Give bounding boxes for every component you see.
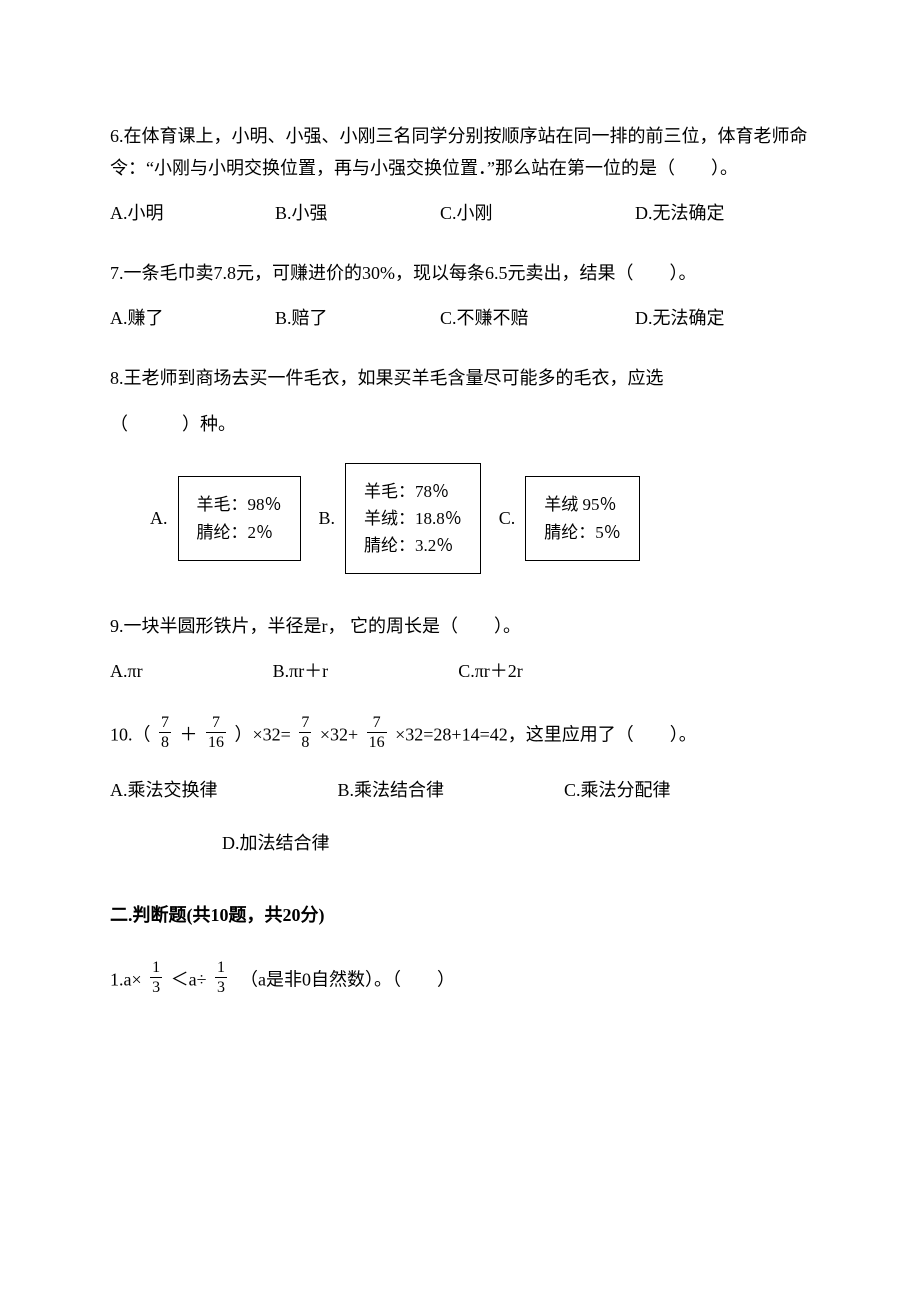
q10-frac1-den: 8 — [159, 733, 171, 752]
q10-frac4-den: 16 — [367, 733, 387, 752]
q8-c-label: C. — [499, 502, 516, 534]
q8-b-line3: 腈纶：3.2％ — [364, 532, 462, 559]
s2q1-frac2-num: 1 — [215, 958, 227, 978]
question-6: 6.在体育课上，小明、小强、小刚三名同学分别按顺序站在同一排的前三位，体育老师命… — [110, 120, 810, 229]
question-9-options: A.πr B.πr＋r C.πr＋2r — [110, 655, 810, 687]
q6-option-b: B.小强 — [275, 197, 440, 229]
q8-b-label: B. — [319, 502, 336, 534]
q10-frac3-num: 7 — [299, 713, 311, 733]
q8-c-box: 羊绒 95％ 腈纶：5％ — [525, 476, 640, 560]
s2q1-frac1: 1 3 — [150, 958, 162, 997]
q8-option-c: C. 羊绒 95％ 腈纶：5％ — [499, 476, 641, 560]
q10-mid1: ）×32= — [235, 725, 296, 745]
q10-frac2-den: 16 — [206, 733, 226, 752]
q8-option-a: A. 羊毛：98％ 腈纶：2％ — [150, 476, 301, 560]
q8-b-line2: 羊绒：18.8％ — [364, 505, 462, 532]
q8-a-label: A. — [150, 502, 168, 534]
q10-mid2: ×32+ — [320, 725, 363, 745]
q10-frac1-num: 7 — [159, 713, 171, 733]
section-2-title: 二.判断题(共10题，共20分) — [110, 899, 810, 931]
s2q1-frac2: 1 3 — [215, 958, 227, 997]
q10-frac4: 7 16 — [367, 713, 387, 752]
question-6-text: 6.在体育课上，小明、小强、小刚三名同学分别按顺序站在同一排的前三位，体育老师命… — [110, 120, 810, 185]
s2q1-frac1-num: 1 — [150, 958, 162, 978]
q9-option-c: C.πr＋2r — [458, 655, 523, 687]
section2-q1-text: 1.a× 1 3 ＜a÷ 1 3 （a是非0自然数）。（ ） — [110, 960, 810, 999]
q9-option-b: B.πr＋r — [273, 655, 329, 687]
q6-option-d: D.无法确定 — [635, 197, 800, 229]
q8-b-box: 羊毛：78％ 羊绒：18.8％ 腈纶：3.2％ — [345, 463, 481, 575]
section2-question-1: 1.a× 1 3 ＜a÷ 1 3 （a是非0自然数）。（ ） — [110, 960, 810, 999]
q9-option-a: A.πr — [110, 655, 143, 687]
question-7-options: A.赚了 B.赔了 C.不赚不赔 D.无法确定 — [110, 302, 810, 334]
question-8-text-line1: 8.王老师到商场去买一件毛衣，如果买羊毛含量尽可能多的毛衣，应选 — [110, 362, 810, 394]
q10-option-d: D.加法结合律 — [222, 833, 330, 853]
question-8: 8.王老师到商场去买一件毛衣，如果买羊毛含量尽可能多的毛衣，应选 （ ）种。 A… — [110, 362, 810, 574]
q10-prefix: 10.（ — [110, 725, 151, 745]
s2q1-prefix: 1.a× — [110, 969, 146, 989]
q8-a-box: 羊毛：98％ 腈纶：2％ — [178, 476, 301, 560]
question-7-text: 7.一条毛巾卖7.8元，可赚进价的30%，现以每条6.5元卖出，结果（ ）。 — [110, 257, 810, 289]
q10-option-c: C.乘法分配律 — [564, 774, 671, 806]
q6-option-c: C.小刚 — [440, 197, 635, 229]
question-9-text: 9.一块半圆形铁片，半径是r， 它的周长是（ ）。 — [110, 610, 810, 642]
q10-tail: ×32=28+14=42，这里应用了（ ）。 — [395, 725, 697, 745]
q10-frac3-den: 8 — [299, 733, 311, 752]
q8-b-line1: 羊毛：78％ — [364, 478, 462, 505]
question-8-text-line2: （ ）种。 — [110, 408, 810, 440]
q8-option-b: B. 羊毛：78％ 羊绒：18.8％ 腈纶：3.2％ — [319, 463, 481, 575]
question-10: 10.（ 7 8 ＋ 7 16 ）×32= 7 8 ×32+ 7 16 ×32=… — [110, 715, 810, 859]
q7-option-a: A.赚了 — [110, 302, 275, 334]
q7-option-d: D.无法确定 — [635, 302, 800, 334]
q10-frac2-num: 7 — [206, 713, 226, 733]
q8-c-line1: 羊绒 95％ — [544, 491, 621, 518]
question-10-options-row2: D.加法结合律 — [222, 827, 810, 859]
q8-a-line1: 羊毛：98％ — [197, 491, 282, 518]
q10-frac3: 7 8 — [299, 713, 311, 752]
q10-plus: ＋ — [180, 725, 203, 745]
s2q1-frac2-den: 3 — [215, 978, 227, 997]
q10-frac1: 7 8 — [159, 713, 171, 752]
question-10-options-row1: A.乘法交换律 B.乘法结合律 C.乘法分配律 — [110, 774, 810, 806]
question-9: 9.一块半圆形铁片，半径是r， 它的周长是（ ）。 A.πr B.πr＋r C.… — [110, 610, 810, 687]
q7-option-b: B.赔了 — [275, 302, 440, 334]
question-7: 7.一条毛巾卖7.8元，可赚进价的30%，现以每条6.5元卖出，结果（ ）。 A… — [110, 257, 810, 334]
question-10-text: 10.（ 7 8 ＋ 7 16 ）×32= 7 8 ×32+ 7 16 ×32=… — [110, 715, 810, 754]
q8-c-line2: 腈纶：5％ — [544, 519, 621, 546]
question-6-options: A.小明 B.小强 C.小刚 D.无法确定 — [110, 197, 810, 229]
q7-option-c: C.不赚不赔 — [440, 302, 635, 334]
q6-option-a: A.小明 — [110, 197, 275, 229]
q8-a-line2: 腈纶：2％ — [197, 519, 282, 546]
q10-option-a: A.乘法交换律 — [110, 774, 218, 806]
q10-frac4-num: 7 — [367, 713, 387, 733]
s2q1-frac1-den: 3 — [150, 978, 162, 997]
question-8-boxes: A. 羊毛：98％ 腈纶：2％ B. 羊毛：78％ 羊绒：18.8％ 腈纶：3.… — [110, 463, 810, 575]
s2q1-tail: （a是非0自然数）。（ ） — [236, 969, 456, 989]
s2q1-mid: ＜a÷ — [171, 969, 211, 989]
q10-frac2: 7 16 — [206, 713, 226, 752]
q10-option-b: B.乘法结合律 — [338, 774, 445, 806]
